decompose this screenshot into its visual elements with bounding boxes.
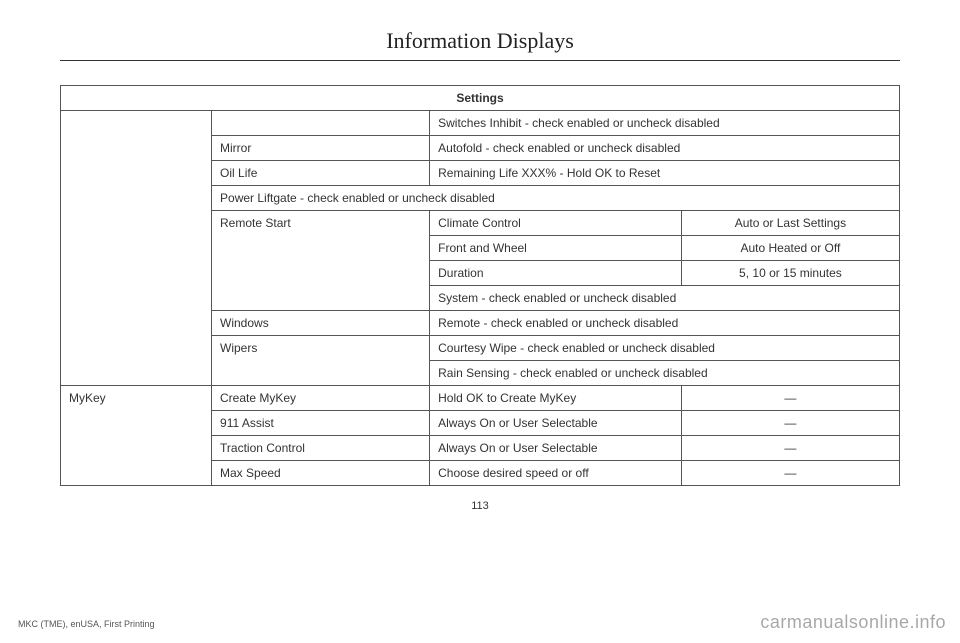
- cell: Wipers: [212, 336, 430, 386]
- cell: —: [681, 386, 899, 411]
- cell: Power Liftgate - check enabled or unchec…: [212, 186, 900, 211]
- cell: Courtesy Wipe - check enabled or uncheck…: [430, 336, 900, 361]
- cell: Always On or User Selectable: [430, 436, 682, 461]
- cell: Remaining Life XXX% - Hold OK to Reset: [430, 161, 900, 186]
- cell: Create MyKey: [212, 386, 430, 411]
- cell: Always On or User Selectable: [430, 411, 682, 436]
- cell: Choose desired speed or off: [430, 461, 682, 486]
- cell: —: [681, 436, 899, 461]
- table-header: Settings: [61, 86, 900, 111]
- footer-text: MKC (TME), enUSA, First Printing: [18, 619, 155, 629]
- cell: 5, 10 or 15 minutes: [681, 261, 899, 286]
- table-row: MyKey Create MyKey Hold OK to Create MyK…: [61, 386, 900, 411]
- cell-empty: [212, 111, 430, 136]
- cell: Climate Control: [430, 211, 682, 236]
- cell: Switches Inhibit - check enabled or unch…: [430, 111, 900, 136]
- cell: Duration: [430, 261, 682, 286]
- cell: Remote - check enabled or uncheck disabl…: [430, 311, 900, 336]
- cell: System - check enabled or uncheck disabl…: [430, 286, 900, 311]
- cell: Rain Sensing - check enabled or uncheck …: [430, 361, 900, 386]
- manual-page: Information Displays Settings Switches I…: [0, 0, 960, 512]
- cell: Max Speed: [212, 461, 430, 486]
- cell: Traction Control: [212, 436, 430, 461]
- cell: Auto or Last Settings: [681, 211, 899, 236]
- cell: Front and Wheel: [430, 236, 682, 261]
- cell: —: [681, 461, 899, 486]
- cell-empty: [61, 111, 212, 386]
- table-header-row: Settings: [61, 86, 900, 111]
- watermark: carmanualsonline.info: [760, 612, 946, 633]
- section-title: Information Displays: [60, 28, 900, 54]
- cell: Hold OK to Create MyKey: [430, 386, 682, 411]
- table-row: Switches Inhibit - check enabled or unch…: [61, 111, 900, 136]
- cell: Autofold - check enabled or uncheck disa…: [430, 136, 900, 161]
- settings-table: Settings Switches Inhibit - check enable…: [60, 85, 900, 486]
- cell: 911 Assist: [212, 411, 430, 436]
- cell: Mirror: [212, 136, 430, 161]
- cell: —: [681, 411, 899, 436]
- cell: Auto Heated or Off: [681, 236, 899, 261]
- cell: Windows: [212, 311, 430, 336]
- cell: MyKey: [61, 386, 212, 486]
- title-rule: [60, 60, 900, 61]
- cell: Oil Life: [212, 161, 430, 186]
- page-number: 113: [60, 500, 900, 512]
- cell: Remote Start: [212, 211, 430, 311]
